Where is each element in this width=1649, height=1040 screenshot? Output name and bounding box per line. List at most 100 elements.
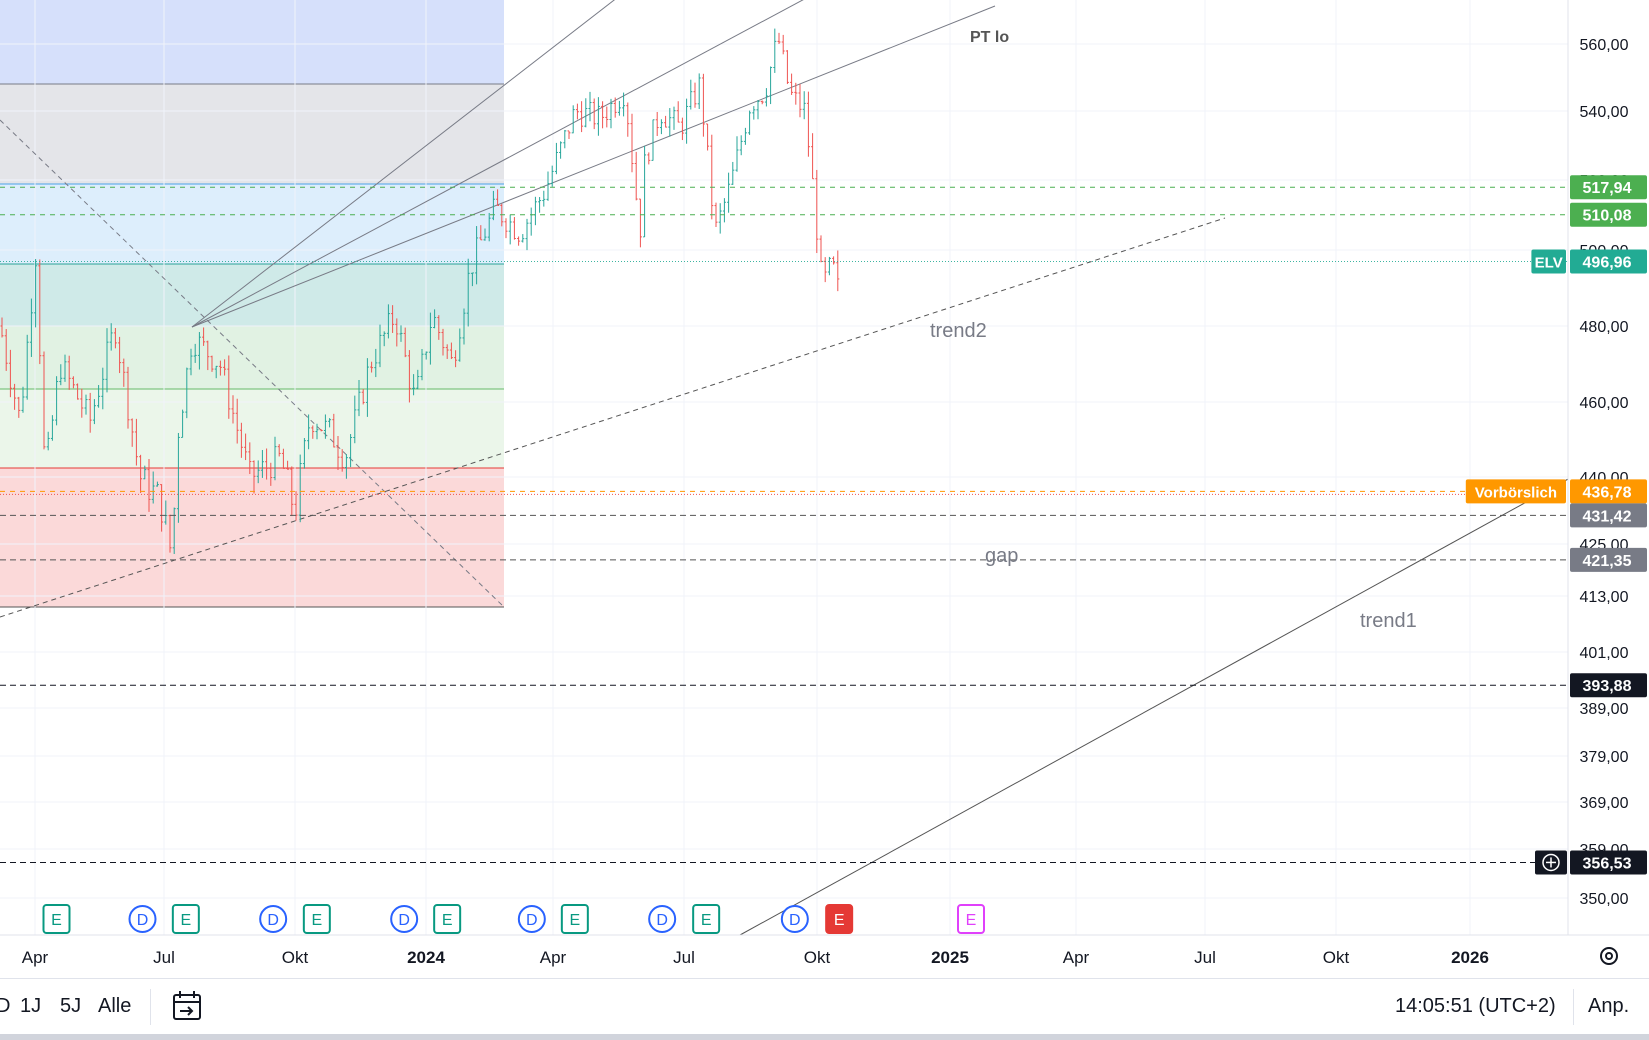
timeframe-partial[interactable]: D — [0, 995, 11, 1017]
price-label: 510,08 — [1583, 208, 1632, 225]
fib-zone — [0, 468, 504, 607]
time-tick-label: 2026 — [1451, 948, 1489, 967]
timeframe-alle[interactable]: Alle — [98, 995, 132, 1017]
time-tick-label: Okt — [804, 948, 831, 967]
earnings-marker-label: E — [51, 912, 62, 929]
clock-time[interactable]: 14:05:51 (UTC+2) — [1395, 995, 1556, 1017]
bottom-strip — [0, 1034, 1649, 1040]
price-tick-label: 480,00 — [1580, 319, 1629, 336]
fan-line — [191, 0, 804, 328]
event-markers[interactable]: DEDEDEDEDEDEDEE — [0, 904, 985, 934]
price-label: 393,88 — [1583, 678, 1632, 695]
earnings-marker — [171, 904, 200, 934]
dividend-marker-label: D — [656, 912, 668, 929]
price-tick-label: 540,00 — [1580, 104, 1629, 121]
fib-zone — [0, 0, 504, 84]
time-tick-label: Jul — [673, 948, 695, 967]
time-tick-label: Apr — [1063, 948, 1090, 967]
price-tick-label: 560,00 — [1580, 37, 1629, 54]
fib-zone — [0, 184, 504, 264]
price-label-bg — [1570, 503, 1647, 528]
earnings-marker-label: E — [311, 912, 322, 929]
divider — [150, 989, 151, 1025]
divider — [1573, 989, 1574, 1025]
dividend-marker-label: D — [267, 912, 279, 929]
price-tag: Vorbörslich — [1475, 484, 1557, 501]
earnings-marker-label: E — [569, 912, 580, 929]
earnings-marker-label: E — [966, 912, 977, 929]
price-tick-label: 350,00 — [1580, 891, 1629, 908]
price-label: 496,96 — [1583, 255, 1632, 272]
price-tick-label: 369,00 — [1580, 795, 1629, 812]
time-tick-label: Okt — [1323, 948, 1350, 967]
earnings-marker — [957, 904, 985, 934]
horizontal-lines[interactable] — [0, 186, 1568, 863]
price-tick-label: 379,00 — [1580, 749, 1629, 766]
dividend-marker — [517, 905, 546, 933]
time-tick-label: Jul — [153, 948, 175, 967]
fan-line — [191, 0, 615, 328]
pitchfork-line — [191, 5, 996, 328]
price-axis[interactable]: 560,00540,00520,00500,00480,00460,00440,… — [1465, 0, 1649, 935]
time-tick-label: Apr — [540, 948, 567, 967]
settings-gear-center — [1605, 952, 1613, 960]
calendar-goto-icon[interactable] — [170, 989, 204, 1023]
time-tick-label: Okt — [282, 948, 309, 967]
earnings-marker-label: E — [180, 912, 191, 929]
earnings-marker-label: E — [701, 912, 712, 929]
price-label: 431,42 — [1583, 508, 1632, 525]
dividend-marker — [648, 905, 677, 933]
annotation-label: PT lo — [970, 29, 1009, 46]
price-label: 356,53 — [1583, 855, 1632, 872]
time-axis-bg — [0, 935, 1649, 978]
dividend-marker-label: D — [789, 912, 801, 929]
price-tick-label: 460,00 — [1580, 395, 1629, 412]
time-tick-label: Jul — [1194, 948, 1216, 967]
time-axis[interactable]: Apr Jul Okt 2024 Apr Jul Okt 2025 Apr Jul Okt 2026 — [0, 934, 1649, 978]
price-label-bg — [1570, 249, 1647, 274]
price-tick-label: 413,00 — [1580, 589, 1629, 606]
crosshair-plus-icon — [1542, 853, 1560, 872]
dividend-marker-label: D — [137, 912, 149, 929]
fib-zone — [0, 326, 504, 389]
price-label-bg — [1570, 479, 1647, 504]
price-tag: ELV — [1535, 255, 1563, 272]
fib-zone — [0, 389, 504, 468]
earnings-marker — [692, 904, 721, 934]
time-tick-label: Apr — [22, 948, 49, 967]
dividend-marker — [390, 905, 419, 933]
trend2-line — [0, 217, 1226, 618]
annotation-label: trend2 — [930, 320, 987, 342]
price-tag-bg — [1465, 479, 1566, 504]
earnings-marker — [560, 904, 589, 934]
price-tag-bg — [1531, 249, 1566, 274]
earnings-marker — [433, 904, 462, 934]
price-label-bg — [1570, 673, 1647, 698]
price-label-bg — [1570, 175, 1647, 200]
price-tick-label: 389,00 — [1580, 701, 1629, 718]
drawings[interactable] — [0, 0, 1571, 936]
price-label: 517,94 — [1583, 180, 1632, 197]
price-label-bg — [1570, 850, 1647, 875]
settings-gear-icon — [1600, 947, 1618, 965]
price-label: 436,78 — [1583, 484, 1632, 501]
price-label: 421,35 — [1583, 553, 1632, 570]
earnings-marker-label: E — [442, 912, 453, 929]
timeframe-1j[interactable]: 1J — [20, 995, 42, 1017]
annotations[interactable]: PT lo trend2 gap trend1 — [930, 29, 1417, 632]
bottom-toolbar: D 1J 5J Alle 14:05:51 (UTC+2) Anp. — [0, 978, 1649, 1035]
earnings-marker — [42, 904, 71, 934]
timeframe-5j[interactable]: 5J — [60, 995, 82, 1017]
adjust-button[interactable]: Anp. — [1588, 995, 1630, 1017]
earnings-marker — [302, 904, 331, 934]
earnings-marker-label: E — [834, 912, 845, 929]
trend1-line — [739, 477, 1571, 936]
dividend-marker — [259, 905, 288, 933]
grid — [0, 0, 1568, 935]
earnings-marker — [825, 904, 854, 934]
dividend-marker — [128, 905, 157, 933]
price-axis-bg — [1568, 0, 1649, 935]
price-label-bg — [1570, 547, 1647, 572]
